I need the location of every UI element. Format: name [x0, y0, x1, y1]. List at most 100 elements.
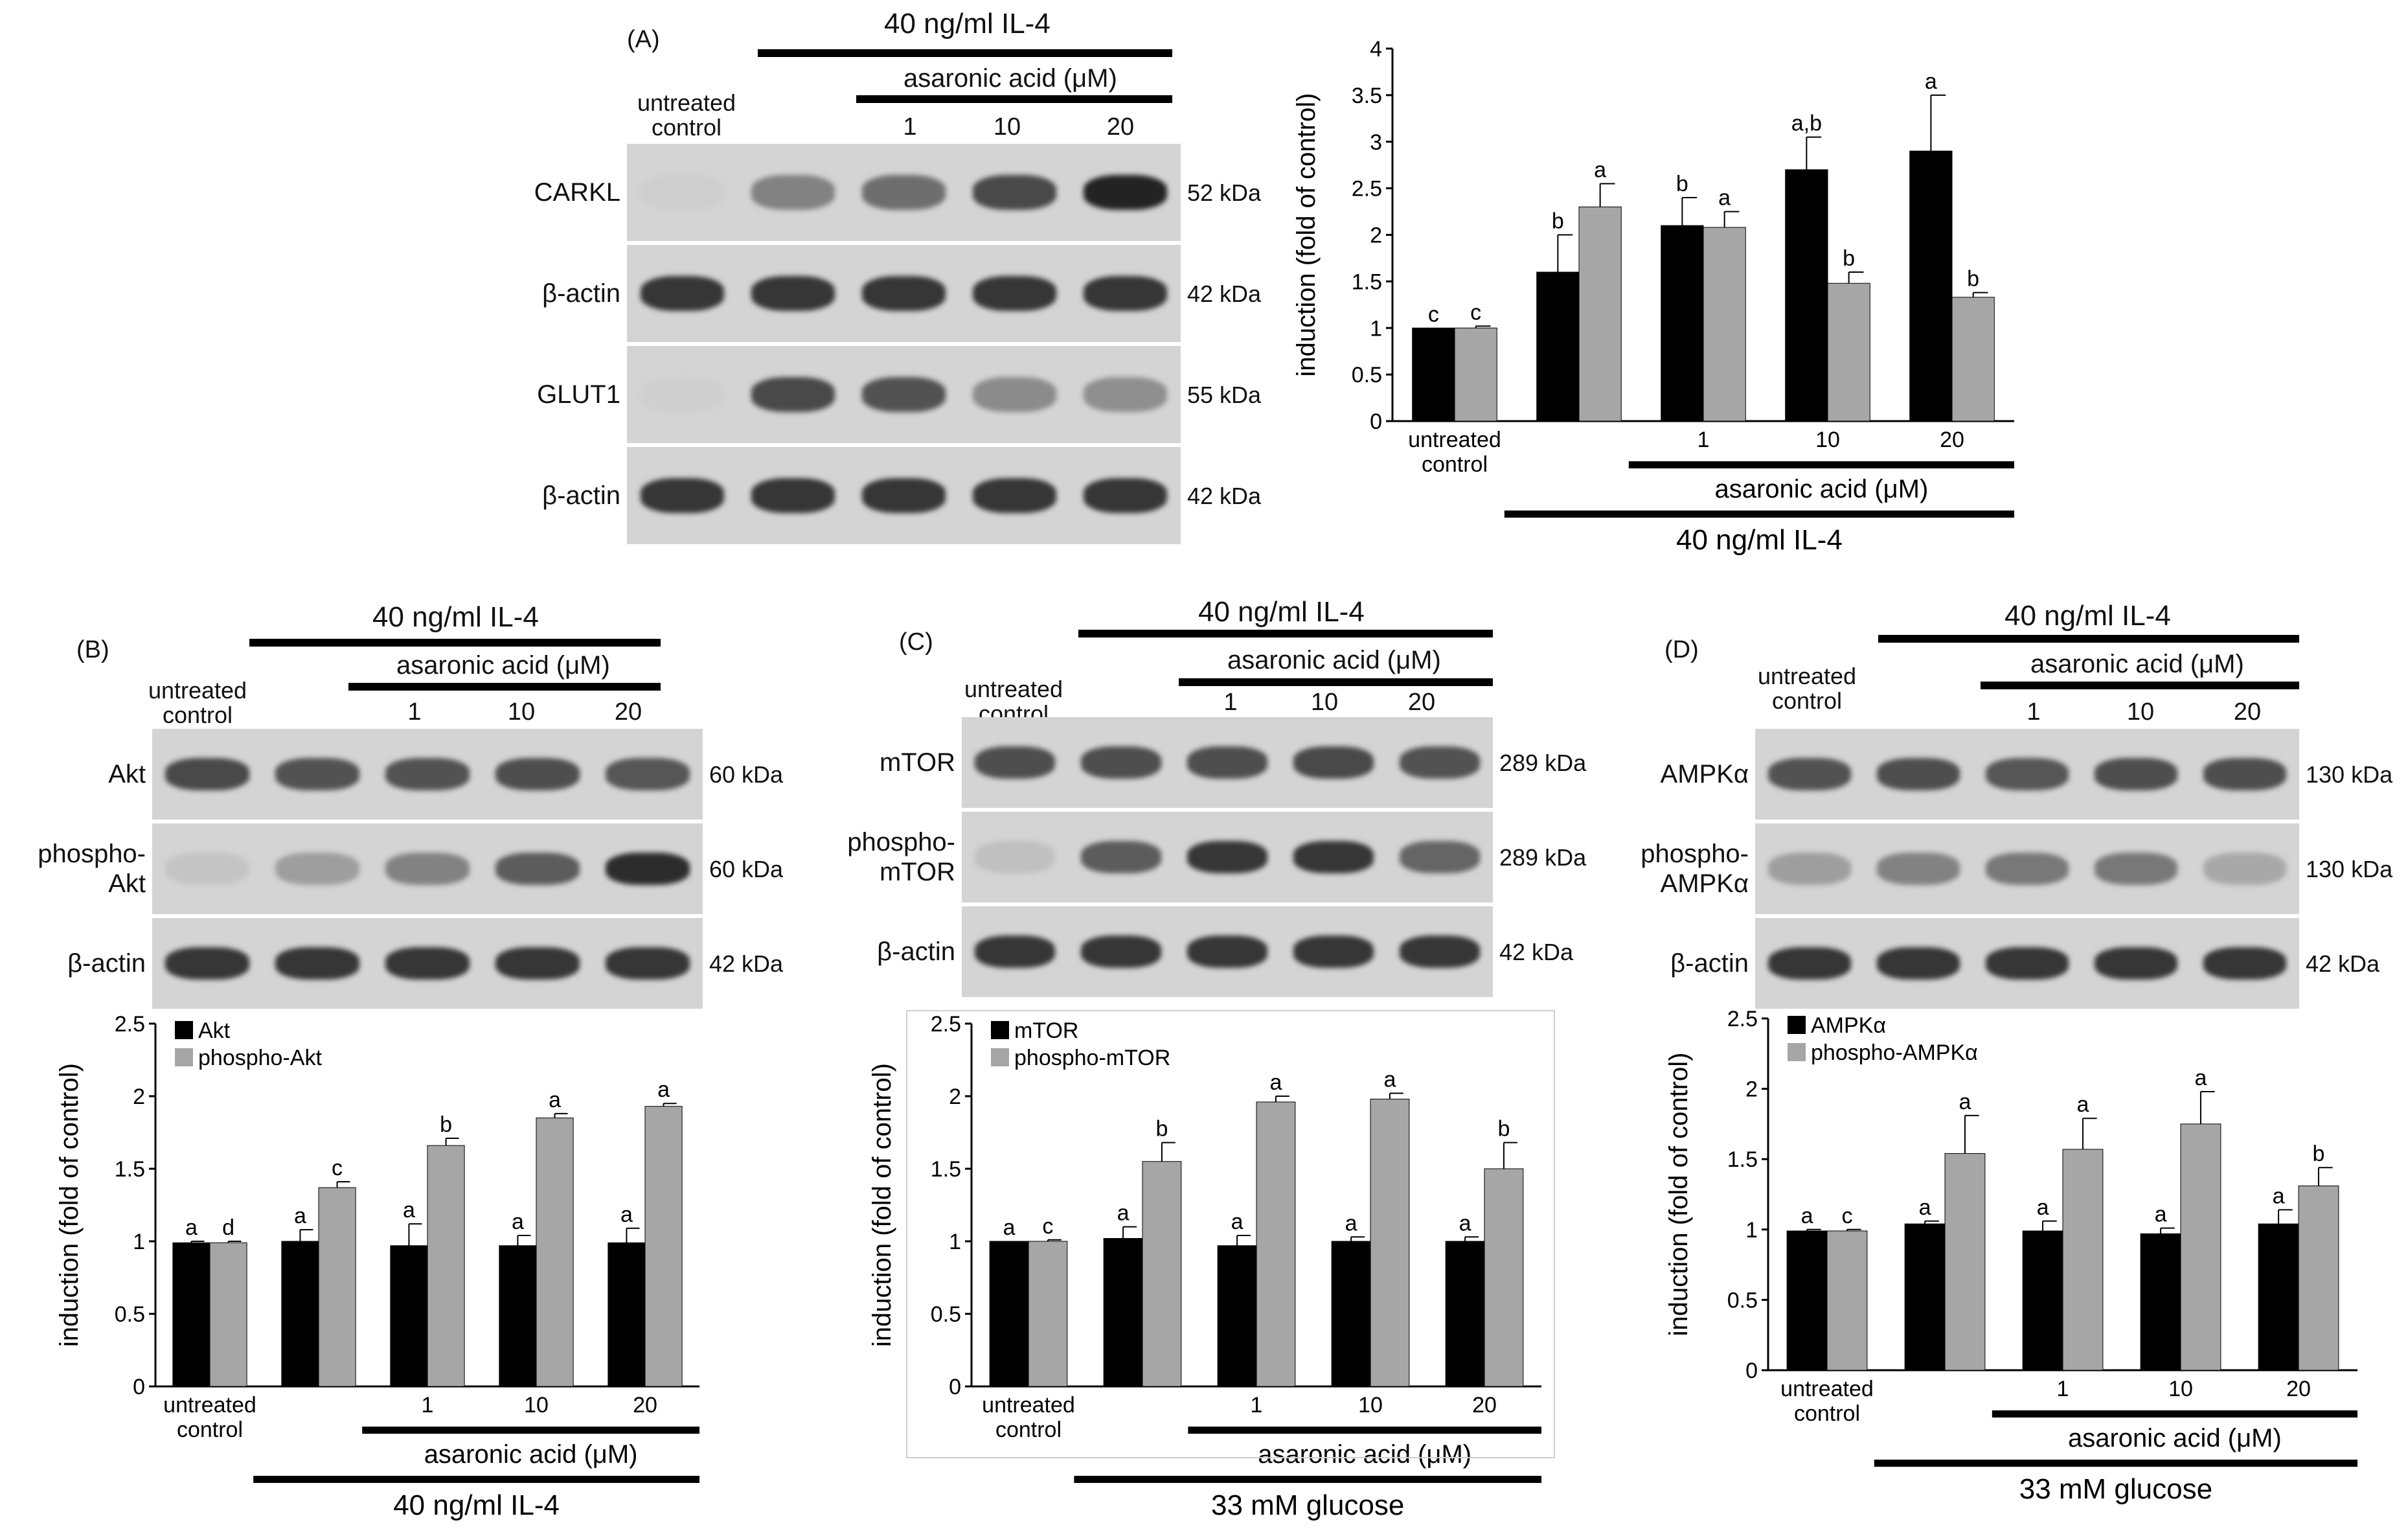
y-tick-label: 2.5	[115, 1012, 145, 1037]
treatment-label-sub: asaronic acid (μM)	[396, 651, 610, 680]
blot-strip	[152, 729, 703, 820]
kda-label: 289 kDa	[1499, 750, 1587, 776]
significance-letter: a	[1117, 1201, 1130, 1226]
blot-band	[1986, 947, 2069, 980]
kda-label: 42 kDa	[2306, 950, 2380, 977]
blot-strip	[627, 346, 1181, 443]
significance-letter: a	[294, 1204, 306, 1228]
bar	[2062, 1149, 2104, 1371]
dose-label: 1	[1223, 689, 1238, 716]
blot-strip	[1755, 729, 2299, 820]
bar	[172, 1242, 210, 1387]
significance-letter: a	[1459, 1211, 1471, 1235]
bar	[390, 1245, 428, 1387]
blot-band	[275, 757, 359, 791]
blot-band	[751, 478, 835, 513]
x-tick-label: 20	[1472, 1393, 1497, 1418]
legend-swatch	[175, 1048, 193, 1066]
dose-label: 10	[1310, 689, 1339, 716]
treatment-bar-main	[1074, 1476, 1541, 1483]
blot-band	[640, 377, 725, 412]
blot-band	[2203, 852, 2286, 886]
y-tick-label: 2	[1745, 1077, 1758, 1102]
blot-band	[751, 276, 835, 311]
x-tick-label: 20	[633, 1393, 657, 1418]
blot-label: mTOR	[879, 748, 955, 777]
dose-label: 20	[614, 698, 642, 726]
significance-letter: a	[2076, 1092, 2089, 1117]
y-tick-label: 1	[949, 1230, 961, 1254]
x-tick-label: 10	[1358, 1393, 1383, 1418]
bar	[1256, 1101, 1296, 1387]
bar	[1786, 1230, 1828, 1371]
x-sublabel: asaronic acid (μM)	[1258, 1440, 1471, 1469]
treatment-label-top: 40 ng/ml IL-4	[1198, 596, 1365, 628]
x-tick-label: untreated	[163, 1393, 256, 1418]
x-tick-label: 1	[2057, 1377, 2069, 1401]
y-tick-label: 0.5	[1352, 363, 1382, 387]
y-tick-label: 0	[133, 1375, 145, 1399]
control-label: untreated control	[148, 677, 247, 728]
blot-strip	[152, 918, 703, 1009]
bar	[281, 1241, 319, 1387]
blot-band	[1877, 852, 1960, 886]
blot-strip	[152, 823, 703, 914]
y-tick-label: 3.5	[1352, 84, 1382, 108]
y-tick-label: 2.5	[1727, 1007, 1758, 1031]
blot-band	[640, 175, 725, 210]
legend-swatch	[991, 1048, 1009, 1066]
significance-letter: a	[1594, 157, 1606, 182]
blot-band	[751, 175, 835, 210]
bar	[1826, 1230, 1868, 1371]
y-tick-label: 1.5	[1352, 270, 1382, 294]
bar	[1703, 227, 1746, 422]
kda-label: 289 kDa	[1499, 844, 1587, 871]
blot-band	[972, 175, 1057, 210]
y-tick-label: 1	[1745, 1218, 1758, 1243]
x-mainlabel: 33 mM glucose	[1211, 1489, 1404, 1521]
bar	[644, 1106, 683, 1387]
bar	[1904, 1223, 1946, 1371]
bar	[1217, 1245, 1257, 1387]
legend-swatch	[1788, 1043, 1806, 1061]
blot-band	[972, 276, 1057, 311]
significance-letter: b	[1155, 1117, 1168, 1142]
blot-band	[1293, 840, 1374, 874]
treatment-bar-sub	[1981, 682, 2299, 689]
panel-letter: (C)	[899, 628, 933, 656]
y-tick-label: 2	[949, 1085, 961, 1109]
blot-band	[640, 478, 725, 513]
significance-letter: c	[332, 1156, 343, 1180]
blot-band	[861, 377, 946, 412]
blot-band	[275, 852, 359, 886]
blot-band	[1877, 947, 1960, 980]
x-tick-label: 10	[2168, 1377, 2193, 1401]
kda-label: 42 kDa	[1499, 939, 1574, 965]
treatment-label-top: 40 ng/ml IL-4	[884, 8, 1051, 40]
bar	[1827, 282, 1870, 422]
y-tick-label: 1	[133, 1230, 145, 1254]
blot-band	[1293, 746, 1374, 779]
significance-letter: a	[403, 1198, 415, 1223]
significance-letter: a	[2037, 1195, 2049, 1220]
significance-letter: a	[1919, 1195, 1931, 1220]
x-mainlabel: 33 mM glucose	[2019, 1473, 2212, 1505]
y-tick-label: 2.5	[931, 1012, 961, 1037]
significance-letter: a	[620, 1202, 633, 1227]
bar	[608, 1242, 646, 1387]
blot-band	[606, 947, 690, 980]
y-tick-label: 1.5	[931, 1157, 961, 1182]
bar	[2180, 1123, 2221, 1371]
treatment-bar-sub	[1179, 678, 1493, 686]
significance-letter: b	[1843, 246, 1855, 271]
blot-band	[385, 757, 470, 791]
blot-band	[1877, 757, 1960, 791]
dose-label: 1	[2027, 698, 2041, 726]
blot-label: AMPKα	[1660, 760, 1749, 788]
legend-entry: phospho-mTOR	[1014, 1046, 1170, 1070]
dose-label: 10	[2126, 698, 2155, 726]
blot-band	[751, 377, 835, 412]
bar	[1142, 1161, 1182, 1387]
treatment-label-sub: asaronic acid (μM)	[2030, 650, 2244, 678]
blot-band	[2203, 757, 2286, 791]
